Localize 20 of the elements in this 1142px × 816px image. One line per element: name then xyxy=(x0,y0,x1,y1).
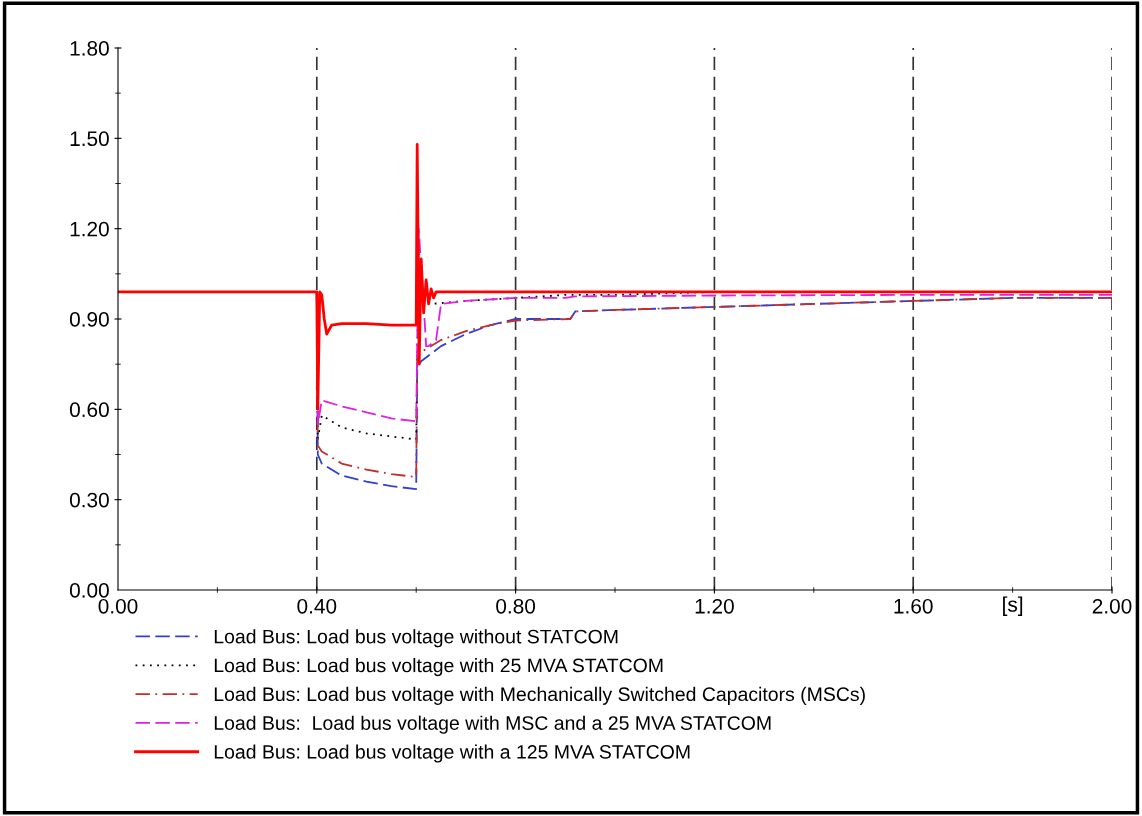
y-tick-label: 1.20 xyxy=(70,221,109,237)
x-tick-label: 1.60 xyxy=(894,598,933,614)
legend-label: Load Bus: Load bus voltage with MSC and a 25 MVA STATCOM xyxy=(214,715,771,734)
y-tick-label: 1.50 xyxy=(70,131,109,147)
legend-label: Load Bus: Load bus voltage with 25 MVA STATCOM xyxy=(214,658,663,677)
x-tick-label: 0.00 xyxy=(98,598,138,614)
x-tick-label: 0.80 xyxy=(496,598,536,614)
y-tick-label: 0.30 xyxy=(69,492,109,508)
y-tick-label: 0.00 xyxy=(69,583,109,598)
y-tick-label: 0.90 xyxy=(69,312,109,327)
line-series xyxy=(118,142,1112,411)
x-tick-label: 2.00 xyxy=(1092,598,1132,614)
legend-label: Load Bus: Load bus voltage with a 125 MVA STATCOM xyxy=(214,744,690,763)
y-tick-label: 1.80 xyxy=(70,41,109,56)
y-tick-label: 0.60 xyxy=(69,402,109,418)
legend-label: Load Bus: Load bus voltage with Mechanically Switched Capacitors (MSCs) xyxy=(214,686,865,705)
x-tick-label: 0.40 xyxy=(297,598,337,614)
x-tick-label: 1.20 xyxy=(695,598,734,614)
x-axis-title: [s] xyxy=(1003,596,1023,616)
legend-label: Load Bus: Load bus voltage without STATCOM xyxy=(214,629,618,648)
